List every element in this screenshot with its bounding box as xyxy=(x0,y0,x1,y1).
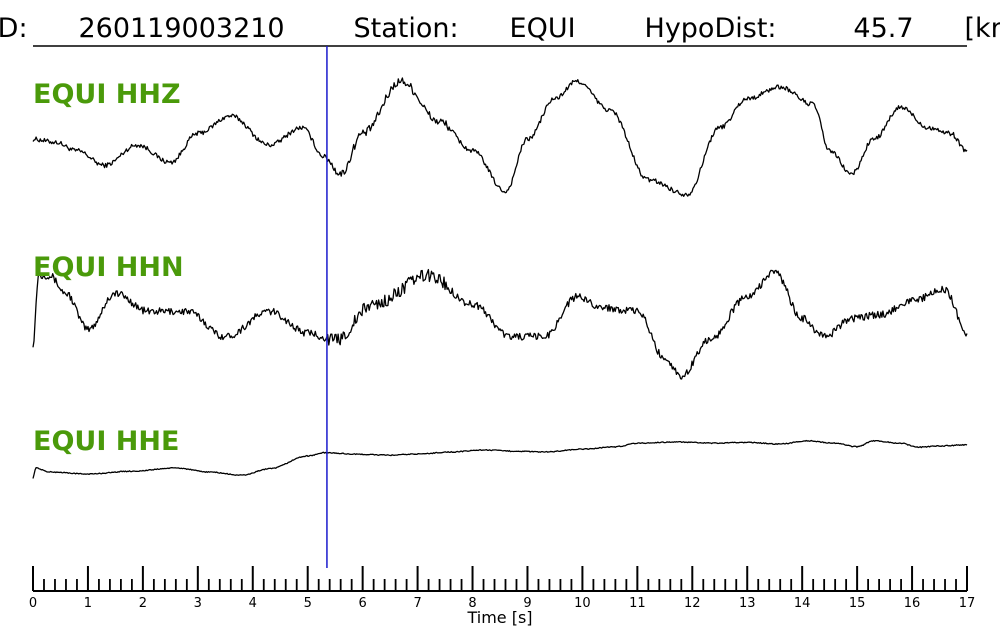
x-tick-label: 3 xyxy=(194,596,202,611)
x-tick-label: 1 xyxy=(84,596,92,611)
trace-hhz xyxy=(32,77,968,197)
x-tick-label: 16 xyxy=(904,596,921,611)
plot-title: ID: 260119003210 Station: EQUI HypoDist:… xyxy=(0,13,1000,44)
x-tick-label: 13 xyxy=(739,596,756,611)
channel-labels-group: EQUI HHZ EQUI HHN EQUI HHE xyxy=(33,79,184,457)
x-tick-label: 0 xyxy=(29,596,37,611)
x-tick-label: 9 xyxy=(523,596,531,611)
x-axis-label: Time [s] xyxy=(466,608,532,627)
x-tick-label: 2 xyxy=(139,596,147,611)
trace-hhn xyxy=(32,268,968,380)
x-tick-label: 11 xyxy=(629,596,646,611)
x-tick-label: 10 xyxy=(574,596,591,611)
x-tick-label: 8 xyxy=(468,596,476,611)
x-tick-label: 4 xyxy=(249,596,257,611)
channel-label: EQUI HHN xyxy=(33,252,184,283)
x-tick-label: 17 xyxy=(959,596,976,611)
id-label: ID: xyxy=(0,13,28,44)
traces-group xyxy=(32,77,968,479)
station-label: Station: xyxy=(354,13,459,44)
x-tick-label: 7 xyxy=(413,596,421,611)
x-tick-label: 14 xyxy=(794,596,811,611)
id-value: 260119003210 xyxy=(78,13,284,44)
hypodist-unit: [km] xyxy=(964,13,1000,44)
x-tick-label: 15 xyxy=(849,596,866,611)
x-tick-label: 6 xyxy=(359,596,367,611)
trace-hhe xyxy=(32,439,968,479)
hypodist-value: 45.7 xyxy=(853,13,913,44)
x-tick-label: 5 xyxy=(304,596,312,611)
channel-label: EQUI HHZ xyxy=(33,79,181,110)
channel-label: EQUI HHE xyxy=(33,426,179,457)
time-axis: 0 1 2 3 4 5 6 7 8 9 10 11 12 13 14 15 16 17 xyxy=(29,566,975,611)
hypodist-label: HypoDist: xyxy=(645,13,777,44)
x-tick-label: 12 xyxy=(684,596,701,611)
station-value: EQUI xyxy=(510,13,576,44)
